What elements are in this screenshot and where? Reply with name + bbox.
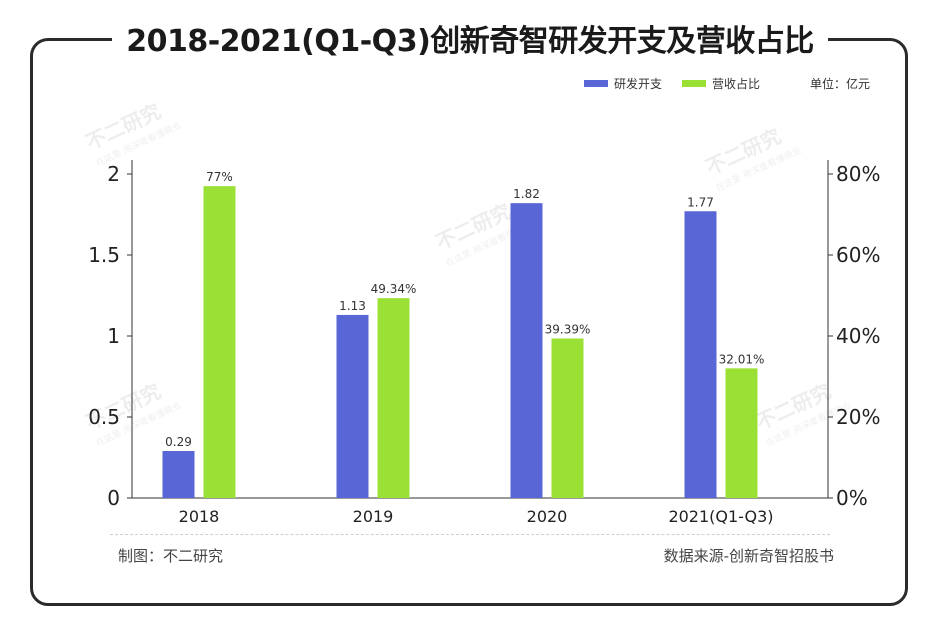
y-left-tick-label: 1 — [107, 324, 120, 348]
y-left-tick-label: 1.5 — [88, 243, 120, 267]
unit-label: 单位：亿元 — [810, 76, 870, 91]
footer-divider — [110, 534, 830, 535]
y-right-tick-label: 80% — [836, 162, 880, 186]
bar-rd — [684, 211, 717, 498]
y-right-tick-label: 20% — [836, 405, 880, 429]
legend-label: 营收占比 — [712, 76, 760, 91]
bar-ratio — [203, 186, 236, 498]
bar-ratio — [725, 368, 758, 498]
y-right-tick-label: 0% — [836, 486, 868, 510]
data-label-ratio: 49.34% — [371, 282, 417, 296]
bar-rd — [162, 451, 195, 498]
x-tick-label: 2020 — [527, 507, 568, 526]
footer-maker: 制图：不二研究 — [118, 547, 224, 565]
y-left-tick-label: 0.5 — [88, 405, 120, 429]
data-label-rd: 1.77 — [687, 195, 714, 209]
data-label-ratio: 32.01% — [719, 352, 765, 366]
y-right-tick-label: 60% — [836, 243, 880, 267]
title-bar: 2018-2021(Q1-Q3)创新奇智研发开支及营收占比 — [0, 16, 940, 60]
y-left-tick-label: 2 — [107, 162, 120, 186]
bar-ratio — [551, 338, 584, 498]
y-right-tick-label: 40% — [836, 324, 880, 348]
data-label-ratio: 39.39% — [545, 322, 591, 336]
data-label-rd: 1.82 — [513, 187, 540, 201]
data-label-rd: 0.29 — [165, 435, 192, 449]
legend-swatch — [584, 80, 608, 87]
chart-title: 2018-2021(Q1-Q3)创新奇智研发开支及营收占比 — [112, 16, 828, 60]
legend-label: 研发开支 — [614, 76, 662, 91]
y-left-tick-label: 0 — [107, 486, 120, 510]
bar-rd — [336, 314, 369, 498]
x-tick-label: 2018 — [179, 507, 220, 526]
bar-ratio — [377, 298, 410, 498]
data-label-ratio: 77% — [206, 170, 233, 184]
x-tick-label: 2019 — [353, 507, 394, 526]
x-tick-label: 2021(Q1-Q3) — [668, 507, 773, 526]
legend-swatch — [682, 80, 706, 87]
footer-source: 数据来源-创新奇智招股书 — [663, 547, 834, 565]
bar-rd — [510, 203, 543, 498]
data-label-rd: 1.13 — [339, 299, 366, 313]
